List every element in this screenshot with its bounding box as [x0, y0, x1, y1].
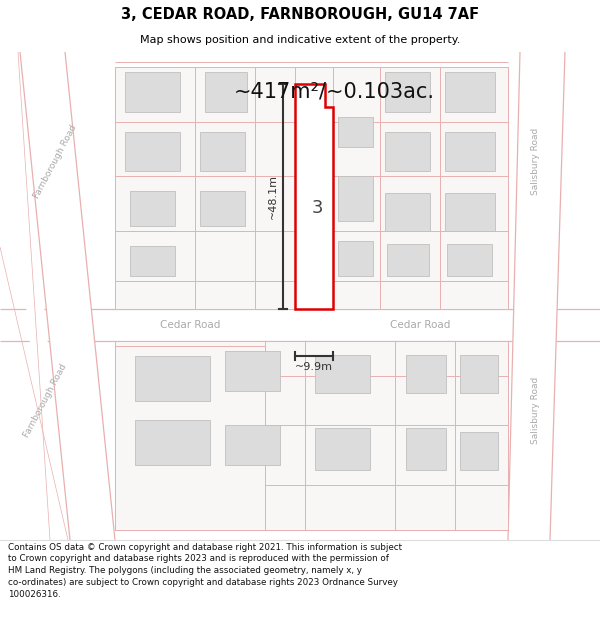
Bar — [445, 72, 495, 112]
Text: Salisbury Road: Salisbury Road — [530, 377, 539, 444]
Bar — [125, 132, 180, 171]
Bar — [315, 355, 370, 392]
Bar — [385, 193, 430, 231]
Text: Farnborough Road: Farnborough Road — [32, 123, 78, 200]
Polygon shape — [295, 84, 333, 309]
Bar — [225, 351, 280, 391]
Bar — [338, 117, 373, 146]
Bar — [445, 193, 495, 231]
Bar — [338, 176, 373, 221]
Text: Cedar Road: Cedar Road — [390, 320, 450, 330]
Bar — [0, 309, 600, 341]
Bar — [387, 244, 429, 276]
Polygon shape — [115, 341, 265, 485]
Bar — [406, 355, 446, 392]
Bar — [205, 72, 247, 112]
Text: Farnborough Road: Farnborough Road — [22, 362, 68, 439]
Bar — [315, 428, 370, 470]
Text: Salisbury Road: Salisbury Road — [530, 128, 539, 195]
Text: ~9.9m: ~9.9m — [295, 362, 333, 372]
Text: 3: 3 — [311, 199, 323, 217]
Text: Map shows position and indicative extent of the property.: Map shows position and indicative extent… — [140, 36, 460, 46]
Bar — [338, 241, 373, 276]
Bar — [225, 426, 280, 465]
Text: ~417m²/~0.103ac.: ~417m²/~0.103ac. — [233, 82, 434, 102]
Bar — [135, 421, 210, 465]
Polygon shape — [508, 52, 565, 540]
Bar — [130, 191, 175, 226]
Bar — [447, 244, 492, 276]
Bar — [445, 132, 495, 171]
Bar — [200, 191, 245, 226]
Bar — [406, 428, 446, 470]
Bar — [460, 355, 498, 392]
Bar — [385, 72, 430, 112]
Polygon shape — [115, 67, 508, 309]
Text: Cedar Road: Cedar Road — [160, 320, 220, 330]
Text: Contains OS data © Crown copyright and database right 2021. This information is : Contains OS data © Crown copyright and d… — [8, 542, 402, 599]
Bar — [200, 132, 245, 171]
Text: ~48.1m: ~48.1m — [268, 174, 278, 219]
Bar — [460, 432, 498, 470]
Polygon shape — [115, 341, 508, 530]
Text: 3, CEDAR ROAD, FARNBOROUGH, GU14 7AF: 3, CEDAR ROAD, FARNBOROUGH, GU14 7AF — [121, 7, 479, 22]
Polygon shape — [115, 346, 265, 530]
Bar — [125, 72, 180, 112]
Bar — [135, 356, 210, 401]
Polygon shape — [20, 52, 115, 540]
Bar — [385, 132, 430, 171]
Bar — [130, 246, 175, 276]
Polygon shape — [0, 52, 68, 540]
